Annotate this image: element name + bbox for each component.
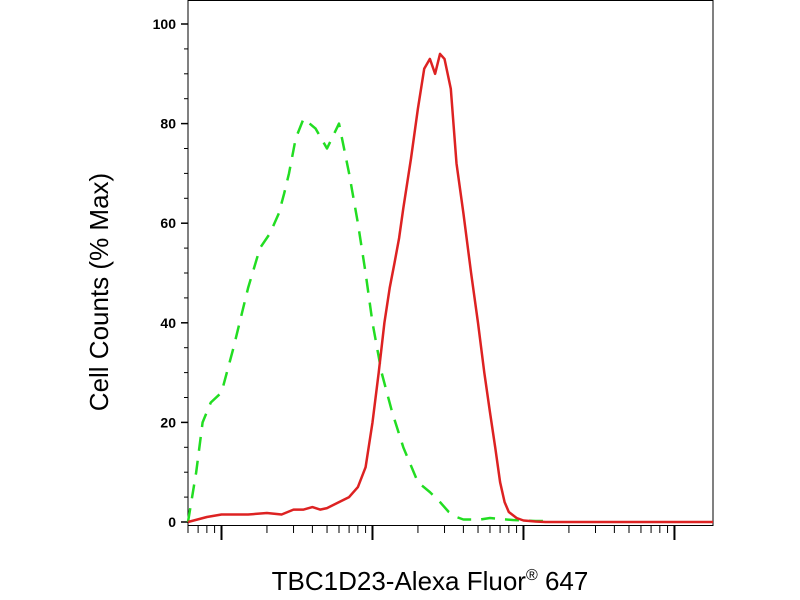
y-axis-ticks: 0 20 40 60 80 100 [153, 16, 188, 530]
plot-frame [187, 0, 714, 526]
y-tick-label: 0 [168, 514, 176, 530]
x-axis-label-superscript: ® [526, 567, 538, 584]
y-tick-label: 40 [160, 315, 176, 331]
y-tick-label: 100 [153, 16, 177, 32]
series-line-solid [187, 52, 713, 524]
y-tick-label: 80 [160, 116, 176, 132]
x-axis-label-suffix: 647 [538, 566, 589, 596]
x-axis-ticks [187, 526, 676, 540]
series-line-dashed [186, 117, 551, 523]
y-axis-label: Cell Counts (% Max) [84, 173, 114, 411]
y-tick-label: 60 [160, 215, 176, 231]
x-axis-label-main: TBC1D23-Alexa Fluor [272, 566, 527, 596]
x-axis-label: TBC1D23-Alexa Fluor® 647 [272, 566, 589, 596]
y-tick-label: 20 [160, 414, 176, 430]
series-layer [186, 52, 713, 524]
